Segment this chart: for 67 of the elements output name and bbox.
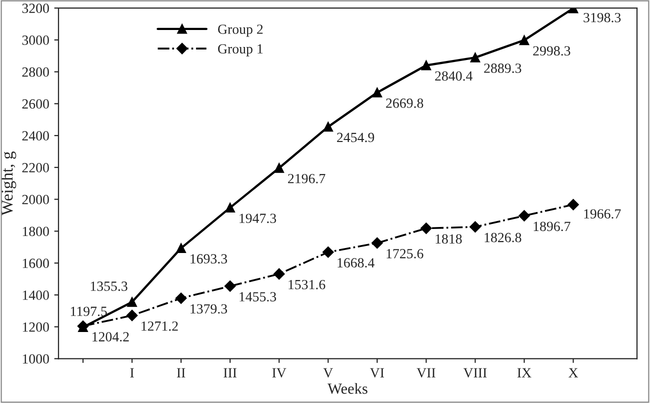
legend-label: Group 1 — [218, 44, 263, 56]
y-tick-label: 1200 — [22, 322, 49, 332]
data-label: 2454.9 — [337, 132, 374, 142]
data-label: 1693.3 — [190, 254, 228, 264]
point — [470, 52, 480, 62]
data-label: 1826.8 — [484, 232, 522, 242]
point — [176, 243, 186, 254]
data-label: 2889.3 — [484, 64, 522, 73]
y-axis-title: Weight, g — [0, 151, 16, 216]
point — [372, 88, 382, 98]
y-tick-label: 2000 — [22, 194, 49, 204]
data-label: 2840.4 — [435, 71, 472, 81]
y-tick-label: 2600 — [22, 99, 49, 109]
data-label: 1725.6 — [386, 249, 424, 258]
legend-label: Group 2 — [218, 24, 263, 37]
data-label: 2196.7 — [288, 174, 326, 184]
data-label: 1531.6 — [288, 280, 326, 290]
point — [323, 122, 333, 132]
point — [421, 60, 432, 70]
data-label: 1355.3 — [90, 282, 128, 291]
data-label: 1379.3 — [190, 304, 228, 314]
x-tick-label: III — [224, 368, 237, 378]
data-label: 1271.2 — [142, 321, 178, 331]
x-tick-label: IV — [272, 368, 286, 378]
data-label: 3198.3 — [584, 12, 621, 22]
point — [518, 210, 530, 222]
point — [274, 268, 285, 280]
x-tick-label: X — [568, 368, 578, 378]
point — [568, 199, 579, 210]
y-tick-label: 2400 — [22, 131, 49, 141]
point — [225, 202, 235, 213]
point — [126, 310, 138, 322]
point — [519, 35, 530, 46]
point — [420, 222, 432, 234]
point — [322, 246, 334, 258]
data-label: 1204.2 — [92, 332, 129, 342]
y-tick-label: 1800 — [22, 226, 49, 236]
data-label: 1896.7 — [534, 222, 570, 232]
x-tick-label: V — [323, 368, 333, 378]
data-label: 2998.3 — [533, 46, 570, 56]
x-axis-title: Weeks — [328, 383, 368, 394]
x-tick-label: VII — [416, 368, 436, 378]
point — [372, 237, 383, 249]
y-tick-label: 1000 — [22, 354, 49, 364]
point — [127, 297, 137, 307]
x-tick-label: VIII — [463, 368, 487, 378]
x-tick-label: VI — [370, 368, 384, 378]
y-tick-label: 3000 — [22, 36, 49, 45]
x-tick-label: II — [176, 368, 186, 378]
y-tick-label: 1400 — [22, 290, 49, 300]
x-tick-label: IX — [517, 368, 532, 378]
point — [224, 280, 236, 292]
data-label: 1455.3 — [240, 292, 276, 302]
data-label: 1197.5 — [70, 306, 107, 316]
data-label: 2669.8 — [386, 98, 424, 108]
data-label: 1818 — [436, 234, 462, 244]
x-tick-label: I — [130, 368, 134, 378]
point — [470, 221, 481, 233]
point — [175, 292, 187, 304]
point — [274, 163, 284, 173]
data-label: 1668.4 — [338, 258, 374, 268]
y-tick-label: 1600 — [22, 258, 49, 268]
y-tick-label: 2200 — [22, 163, 49, 172]
data-label: 1947.3 — [240, 214, 276, 224]
data-label: 1966.7 — [584, 209, 621, 219]
y-tick-label: 3200 — [22, 4, 49, 14]
y-tick-label: 2800 — [22, 67, 49, 77]
